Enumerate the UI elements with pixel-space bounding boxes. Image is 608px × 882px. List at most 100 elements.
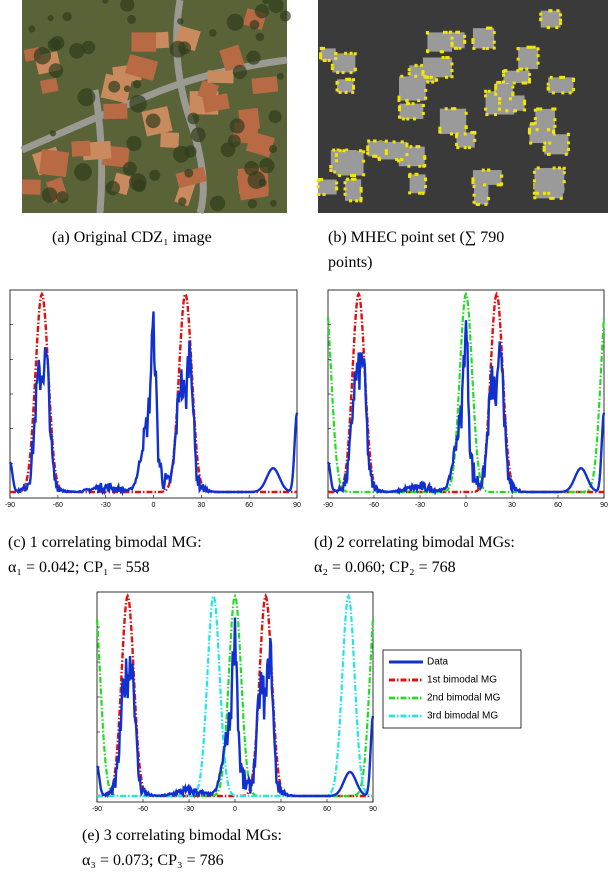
tree: [33, 47, 52, 65]
point: [384, 152, 388, 156]
point: [536, 166, 540, 170]
point: [494, 86, 498, 90]
data-curve: [8, 311, 299, 497]
tree: [255, 32, 265, 42]
point: [470, 130, 474, 134]
point: [413, 117, 417, 121]
point: [559, 21, 563, 25]
caption: α₁ = 0.042; CP₁ = 558: [8, 559, 150, 576]
point: [407, 164, 411, 168]
roof: [456, 132, 475, 148]
point: [408, 191, 412, 195]
tick-label: -60: [369, 502, 379, 509]
point: [552, 132, 556, 136]
roof: [345, 179, 362, 201]
point: [562, 75, 566, 79]
point: [536, 54, 540, 58]
point: [547, 191, 551, 195]
point: [407, 102, 411, 106]
tree: [123, 85, 131, 93]
point: [409, 145, 413, 149]
point: [486, 197, 490, 201]
point: [542, 191, 546, 195]
tree: [48, 63, 64, 78]
point: [492, 40, 496, 44]
roof: [197, 80, 220, 102]
point: [422, 164, 426, 168]
point: [559, 18, 563, 22]
caption: points): [328, 254, 372, 271]
point: [523, 102, 527, 106]
point: [450, 69, 454, 73]
point: [330, 63, 334, 67]
point: [536, 47, 540, 51]
point: [505, 109, 509, 113]
tick-label: -30: [101, 502, 111, 509]
point: [533, 121, 537, 125]
point: [401, 117, 405, 121]
point: [421, 191, 425, 195]
point: [458, 46, 462, 50]
point: [322, 192, 326, 196]
point: [559, 75, 563, 79]
point: [471, 40, 475, 44]
point: [454, 46, 458, 50]
point: [562, 166, 566, 170]
point: [533, 196, 537, 200]
point: [359, 196, 363, 200]
tree: [254, 4, 270, 19]
point: [362, 173, 366, 177]
point: [377, 157, 381, 161]
point: [431, 80, 435, 84]
tick-label: -60: [138, 806, 148, 813]
point: [341, 70, 345, 74]
point: [423, 156, 427, 160]
tree: [184, 168, 194, 178]
point: [498, 107, 502, 111]
point: [417, 145, 421, 149]
tree: [120, 0, 135, 12]
point: [562, 180, 566, 184]
point: [429, 75, 433, 79]
point: [473, 131, 477, 135]
roof: [175, 166, 208, 189]
point: [406, 117, 410, 121]
point: [319, 52, 323, 56]
tree: [178, 197, 187, 206]
point: [521, 81, 525, 85]
point: [549, 75, 553, 79]
point: [549, 9, 553, 13]
point: [450, 132, 454, 136]
point: [536, 107, 540, 111]
point: [426, 80, 430, 84]
point: [526, 45, 530, 49]
point: [348, 77, 352, 81]
point: [332, 148, 336, 152]
point: [359, 149, 363, 153]
point: [445, 75, 449, 79]
point: [482, 46, 486, 50]
point: [511, 93, 515, 97]
point: [417, 99, 421, 103]
point: [336, 148, 340, 152]
point: [442, 30, 446, 34]
point: [484, 202, 488, 206]
point: [423, 155, 427, 159]
point: [392, 140, 396, 144]
point: [494, 83, 498, 87]
caption: (c) 1 correlating bimodal MG:: [8, 534, 202, 551]
point: [564, 152, 568, 156]
point: [411, 102, 415, 106]
point: [546, 26, 550, 30]
point: [553, 124, 557, 128]
tick-label: 90: [293, 502, 301, 509]
point: [424, 177, 428, 181]
point: [425, 31, 429, 35]
point: [334, 153, 338, 157]
point: [400, 140, 404, 144]
roof: [499, 95, 525, 111]
tree: [129, 94, 147, 113]
point: [504, 69, 508, 73]
point: [485, 113, 489, 117]
tree: [208, 29, 217, 37]
